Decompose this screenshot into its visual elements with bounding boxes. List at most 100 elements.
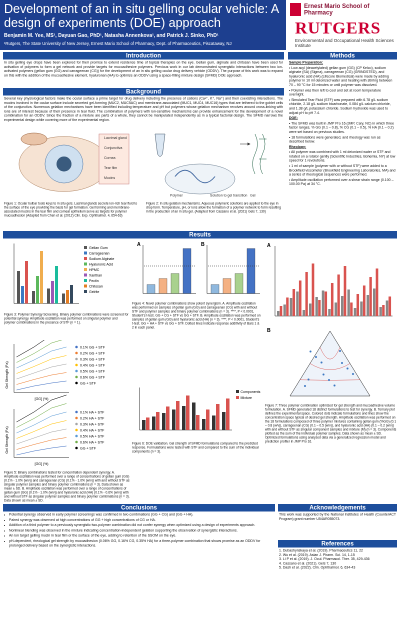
panel-label: A: [137, 242, 141, 248]
legend-swatch: [236, 390, 239, 393]
reference-item: 5. Dash et al. (2022). Clin. Ophthalmol.…: [279, 566, 356, 570]
bar-shape: [277, 311, 280, 316]
methods-paragraph: DOE:: [289, 116, 298, 121]
bar-shape: [222, 278, 232, 294]
legend-label: Xanthan: [89, 274, 102, 278]
legend-swatch: [84, 279, 87, 282]
legend-label: Components: [241, 390, 261, 394]
design-point: [320, 361, 323, 364]
figure-label: Tear film: [104, 166, 117, 170]
bar-shape: [343, 266, 347, 316]
bar-shape: [353, 308, 357, 316]
trend-line: [16, 340, 45, 358]
trend-line: [16, 428, 67, 445]
bar-shape: [222, 412, 226, 430]
legend-label: 0.3% GG + STF: [80, 358, 105, 362]
conclusion-item: pH-dependent, rheological gel strength b…: [9, 539, 274, 548]
section-heading: Methods: [288, 52, 397, 60]
design-point: [304, 385, 306, 387]
figure-7: AB: [267, 243, 393, 397]
reference-item: 4. Cassano et al. (2021). Gels 7, 130: [279, 561, 337, 566]
bar-shape: [289, 298, 293, 316]
methods-paragraph: • Polymer was then left to cool and set …: [289, 88, 382, 97]
bar-shape: [321, 290, 325, 316]
legend-marker: [75, 410, 78, 414]
trend-line: [16, 355, 67, 374]
legend-marker: [75, 369, 78, 373]
bar-shape: [366, 295, 370, 316]
trend-line: [16, 363, 67, 380]
bar-shape: [350, 302, 353, 316]
methods-paragraph: • Low acyl (deacetylated) gellan gum (GG…: [289, 66, 393, 87]
bar-shape: [182, 406, 186, 430]
legend-swatch: [84, 284, 87, 288]
bar-shape: [206, 409, 210, 430]
design-point: [333, 384, 336, 387]
legend-marker: [75, 363, 78, 367]
panel-label: B: [267, 328, 271, 334]
bar-shape: [283, 304, 286, 316]
bar-shape: [286, 297, 289, 316]
conclusion-item: Nonlinear blending was observed in the m…: [9, 529, 274, 533]
bar-shape: [309, 303, 312, 316]
legend-swatch: [84, 262, 87, 266]
bar-shape: [302, 310, 306, 316]
bar-shape: [379, 307, 382, 316]
legend-marker: [75, 357, 78, 361]
legend-label: 0.5% HA + STF: [80, 435, 104, 439]
legend-swatch: [236, 396, 239, 399]
bar-shape: [146, 284, 156, 294]
legend-label: 0.1% HA + STF: [80, 411, 104, 415]
bullet-list: Potential synergy observed in early poly…: [4, 513, 274, 548]
legend-label: HPMC: [89, 268, 100, 272]
figure-label: Cornea: [104, 156, 116, 160]
legend-marker: [75, 416, 78, 420]
legend-swatch: [84, 251, 87, 255]
bar-shape: [146, 417, 150, 430]
figure-caption: Figure 5: Binary combinations tested for…: [4, 471, 130, 503]
figure-label: Lacrimal gland: [104, 136, 127, 140]
trend-line: [16, 437, 67, 450]
bar-shape: [142, 420, 146, 430]
legend-label: Carrageenan: [89, 252, 109, 256]
bar-shape: [172, 409, 176, 430]
legend-marker: [75, 375, 78, 379]
trend-line: [16, 340, 63, 363]
conclusion-item: Addition of a third polymer to a previou…: [9, 524, 274, 528]
bar-shape: [196, 415, 200, 430]
legend-label: 0.4% HA + STF: [80, 429, 104, 433]
reference-item: 1. Dubashynskaya et al. (2019). Pharmace…: [279, 549, 363, 553]
design-point: [352, 373, 354, 375]
legend-label: Hyaluronic Acid: [89, 263, 113, 267]
bar-shape: [356, 294, 360, 316]
contour: [299, 379, 361, 381]
axis-label: [GG] (%): [35, 397, 49, 401]
bar-shape: [182, 248, 192, 294]
design-point: [341, 362, 343, 364]
bar-shape: [337, 274, 340, 316]
section-heading: Conclusions: [3, 504, 275, 512]
contour: [319, 347, 341, 360]
legend-swatch: [84, 290, 87, 293]
bar-shape: [166, 406, 170, 430]
bar-shape: [362, 285, 366, 316]
figure-1: Lacrimal gland Conjunctiva Cornea Tear film…: [18, 132, 130, 192]
bar-shape: [330, 283, 334, 316]
bar-shape: [212, 415, 216, 430]
section-heading: Introduction: [3, 52, 284, 60]
acknowledgements-text: This work was supported by the National …: [279, 513, 396, 521]
bar-shape: [210, 284, 220, 294]
bar-shape: [382, 305, 385, 316]
bar-shape: [311, 263, 315, 316]
contour: [309, 363, 351, 370]
bar-shape: [186, 395, 190, 430]
bar-shape: [324, 291, 328, 316]
design-point: [339, 350, 341, 352]
design-point: [346, 367, 349, 370]
section-heading: Results: [3, 231, 397, 239]
bar-shape: [318, 300, 321, 316]
design-point: [322, 373, 325, 376]
legend-label: Gellan Gum: [89, 246, 108, 250]
bar-shape: [388, 296, 392, 316]
